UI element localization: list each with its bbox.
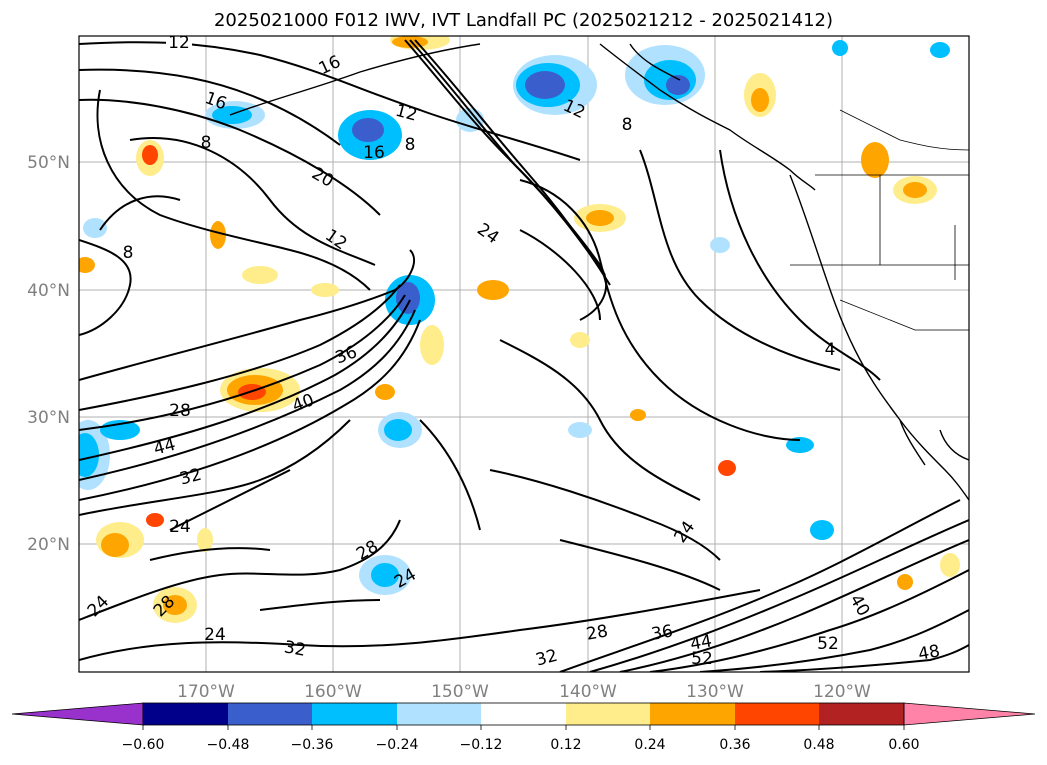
political-borders: [790, 109, 969, 331]
contour-label: 36: [650, 621, 675, 644]
colorbar-segment: [143, 703, 228, 725]
contour-label: 8: [622, 115, 633, 135]
colorbar-label: −0.12: [460, 737, 503, 753]
colorbar-label: 0.60: [888, 737, 919, 753]
colorbar-label: 0.36: [719, 737, 750, 753]
contour-label: 28: [169, 401, 191, 421]
gridlines: [79, 36, 969, 672]
colorbar-segment: [566, 703, 650, 725]
contour-label: 16: [363, 143, 385, 163]
contour-label: 52: [691, 649, 713, 669]
lon-tick-label: 160°W: [304, 682, 362, 702]
contour-lines: [79, 39, 969, 672]
colorbar-label: −0.60: [122, 737, 165, 753]
colorbar-label: 0.12: [550, 737, 581, 753]
colorbar: −0.60 −0.48 −0.36 −0.24 −0.12 0.12 0.24 …: [11, 702, 1036, 753]
shaded-patches: [79, 36, 960, 623]
contour-label: 8: [123, 243, 134, 263]
contour-label: 24: [204, 625, 226, 645]
lon-tick-label: 170°W: [177, 682, 235, 702]
lon-tick-label: 150°W: [431, 682, 489, 702]
colorbar-segment: [312, 703, 397, 725]
contour-label: 44: [689, 631, 714, 654]
colorbar-label: −0.48: [207, 737, 250, 753]
colorbar-label: −0.36: [291, 737, 334, 753]
colorbar-segment: [481, 703, 566, 725]
contour-label: 12: [168, 33, 190, 53]
colorbar-segment: [650, 703, 735, 725]
coastlines: [229, 43, 969, 501]
colorbar-segment: [228, 703, 312, 725]
map-title: 2025021000 F012 IWV, IVT Landfall PC (20…: [213, 10, 834, 31]
map-frame: [78, 35, 970, 673]
contour-label: 24: [169, 517, 191, 537]
colorbar-label: 0.48: [803, 737, 834, 753]
lat-tick-labels: 50°N 40°N 30°N 20°N: [27, 153, 70, 555]
contour-label: 28: [585, 621, 610, 644]
contour-label: 8: [201, 133, 212, 153]
lon-tick-labels: 170°W 160°W 150°W 140°W 130°W 120°W: [177, 682, 871, 702]
contour-label: 52: [817, 634, 839, 654]
lon-tick-label: 140°W: [559, 682, 617, 702]
lon-tick-label: 130°W: [686, 682, 744, 702]
colorbar-extend-max: [903, 702, 1036, 726]
lon-tick-label: 120°W: [813, 682, 871, 702]
lat-tick-label: 40°N: [27, 281, 70, 301]
colorbar-segment: [397, 703, 481, 725]
colorbar-label: 0.24: [634, 737, 665, 753]
contour-label: 32: [282, 637, 307, 660]
colorbar-extend-min: [11, 702, 144, 726]
contour-label: 8: [405, 135, 416, 155]
lat-tick-label: 50°N: [27, 153, 70, 173]
lat-tick-label: 20°N: [27, 535, 70, 555]
colorbar-label: −0.24: [376, 737, 419, 753]
colorbar-segment: [735, 703, 819, 725]
contour-label: 48: [917, 641, 942, 664]
colorbar-segment: [819, 703, 904, 725]
lat-tick-label: 30°N: [27, 408, 70, 428]
contour-label: 4: [825, 340, 836, 360]
